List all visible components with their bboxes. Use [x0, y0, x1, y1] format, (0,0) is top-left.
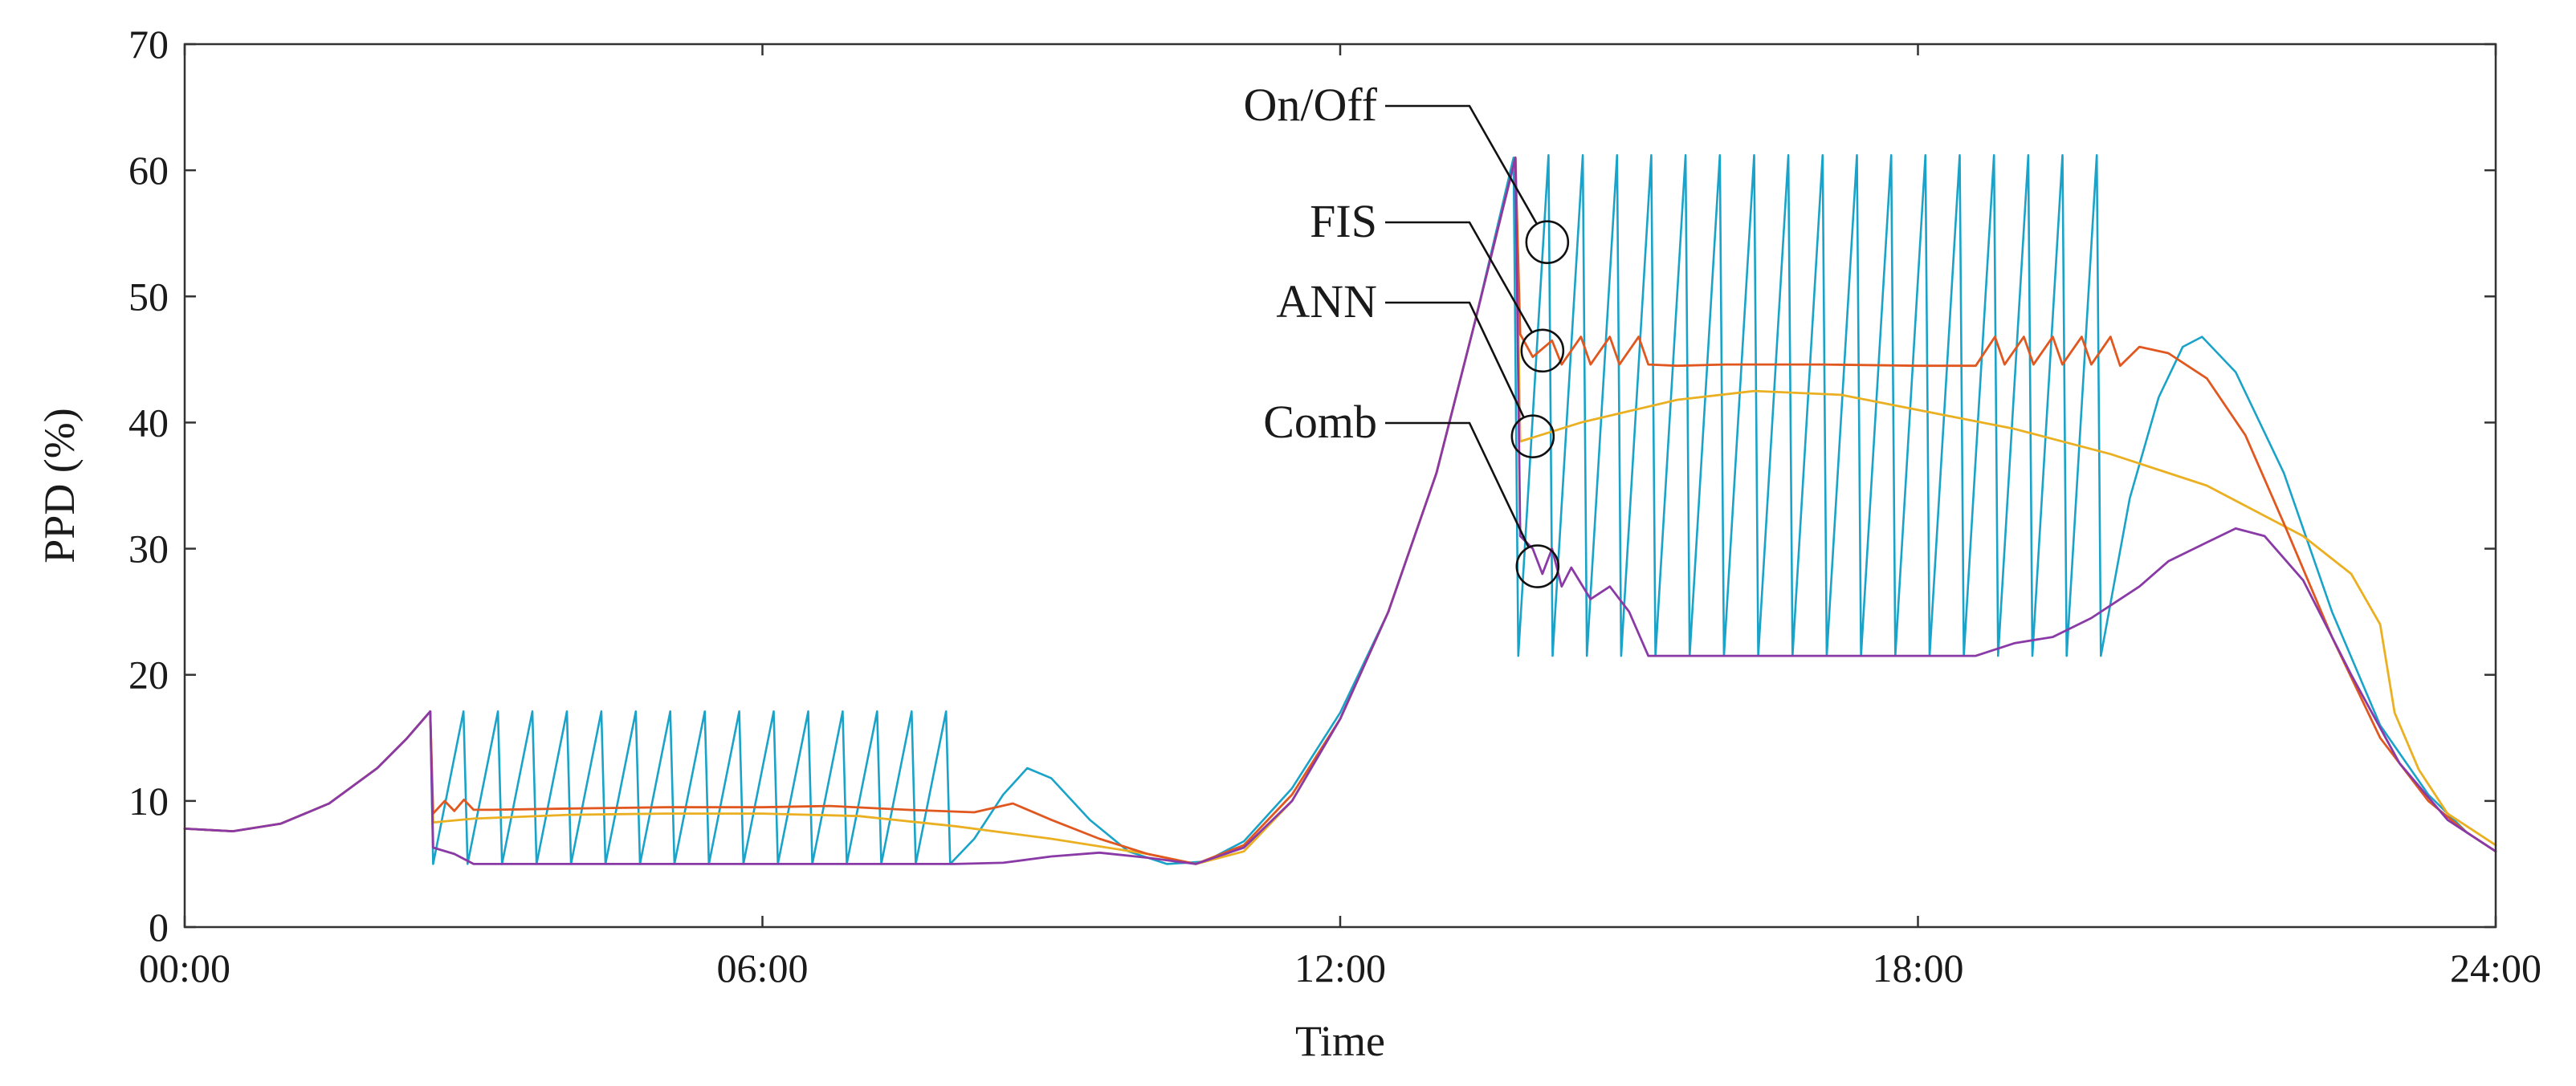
y-axis-title: PPD (%)	[35, 408, 84, 563]
x-tick-label: 00:00	[139, 946, 230, 990]
annotation-leader-line	[1385, 301, 1525, 418]
x-axis-title: Time	[1295, 1017, 1385, 1065]
x-tick-label: 06:00	[717, 946, 809, 990]
annotation-leader-line	[1385, 421, 1530, 548]
y-tick-label: 60	[128, 148, 169, 193]
y-axis-ticks: 0 10 20 30 40 50 60 70	[128, 22, 2496, 950]
annotation-layer: On/Off FIS ANN Comb	[1244, 79, 1570, 588]
annotation-leader-line	[1385, 221, 1534, 333]
y-tick-label: 40	[128, 400, 169, 445]
y-tick-label: 50	[128, 274, 169, 319]
y-tick-label: 30	[128, 527, 169, 571]
annotation-label: On/Off	[1244, 79, 1378, 131]
series-layer	[183, 154, 2497, 865]
annotation-marker-circle	[1515, 544, 1560, 588]
y-tick-label: 20	[128, 653, 169, 698]
annotation-label: ANN	[1276, 275, 1377, 327]
annotation-marker-circle	[1525, 220, 1570, 265]
annotation-leader-line	[1385, 104, 1539, 225]
y-tick-label: 70	[128, 22, 169, 67]
annotation-marker-circle	[1520, 328, 1565, 373]
series-line-fis	[183, 157, 2497, 865]
y-tick-label: 0	[149, 905, 169, 950]
annotation-marker-circle	[1510, 414, 1555, 459]
x-axis-ticks: 00:00 06:00 12:00 18:00 24:00	[139, 44, 2541, 990]
y-tick-label: 10	[128, 779, 169, 824]
x-tick-label: 24:00	[2450, 946, 2541, 990]
annotation-label: Comb	[1263, 396, 1377, 448]
annotation-label: FIS	[1310, 195, 1377, 247]
x-tick-label: 12:00	[1294, 946, 1386, 990]
x-tick-label: 18:00	[1873, 946, 1964, 990]
series-line-comb	[183, 157, 2497, 865]
